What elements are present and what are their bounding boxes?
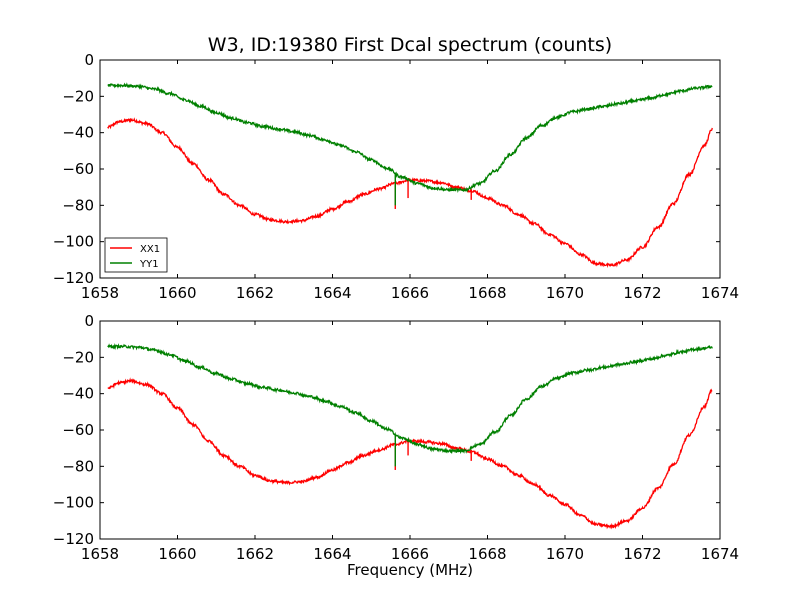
x-tick-label: 1658 bbox=[81, 545, 119, 563]
series-line-yy1 bbox=[107, 82, 713, 194]
x-tick-label: 1662 bbox=[236, 284, 274, 302]
series-line-series-2 bbox=[107, 342, 713, 455]
x-tick-label: 1664 bbox=[313, 545, 351, 563]
x-tick-label: 1672 bbox=[623, 545, 661, 563]
series-line-series-1 bbox=[107, 377, 713, 530]
y-tick-label: −80 bbox=[62, 196, 94, 214]
y-tick-label: 0 bbox=[84, 51, 94, 69]
x-tick-label: 1660 bbox=[158, 545, 196, 563]
x-tick-label: 1662 bbox=[236, 545, 274, 563]
x-tick-label: 1666 bbox=[391, 545, 429, 563]
x-tick-label: 1658 bbox=[81, 284, 119, 302]
legend-label-yy1: YY1 bbox=[139, 259, 159, 270]
y-tick-label: −60 bbox=[62, 421, 94, 439]
chart-title: W3, ID:19380 First Dcal spectrum (counts… bbox=[207, 34, 613, 56]
x-tick-label: 1668 bbox=[468, 545, 506, 563]
y-tick-label: −120 bbox=[53, 530, 94, 548]
series-line-xx1 bbox=[107, 117, 713, 269]
x-axis-label: Frequency (MHz) bbox=[346, 561, 474, 579]
y-tick-label: −120 bbox=[53, 269, 94, 287]
x-tick-label: 1660 bbox=[158, 284, 196, 302]
y-tick-label: −80 bbox=[62, 457, 94, 475]
x-tick-label: 1674 bbox=[701, 545, 739, 563]
y-tick-label: −60 bbox=[62, 160, 94, 178]
legend-label-xx1: XX1 bbox=[140, 244, 160, 255]
y-tick-label: −100 bbox=[53, 233, 94, 251]
x-tick-label: 1672 bbox=[623, 284, 661, 302]
chart-panel-1: 1658 1660 1662 1664 1666 1668 1670 1672 1674 0 −20… bbox=[53, 51, 739, 302]
y-tick-label: −100 bbox=[53, 494, 94, 512]
x-tick-label: 1668 bbox=[468, 284, 506, 302]
x-tick-label: 1666 bbox=[391, 284, 429, 302]
y-tick-label: −40 bbox=[62, 124, 94, 142]
plot-frame bbox=[99, 59, 721, 279]
x-tick-label: 1670 bbox=[546, 284, 584, 302]
plot-frame bbox=[99, 320, 721, 540]
y-tick-label: −20 bbox=[62, 348, 94, 366]
y-tick-label: −20 bbox=[62, 87, 94, 105]
y-tick-label: −40 bbox=[62, 385, 94, 403]
chart-panel-2: 1658 1660 1662 1664 1666 1668 1670 1672 1674 0 −20… bbox=[53, 312, 739, 563]
legend-box bbox=[104, 237, 168, 273]
x-tick-label: 1674 bbox=[701, 284, 739, 302]
y-tick-label: 0 bbox=[84, 312, 94, 330]
x-tick-label: 1664 bbox=[313, 284, 351, 302]
x-tick-label: 1670 bbox=[546, 545, 584, 563]
